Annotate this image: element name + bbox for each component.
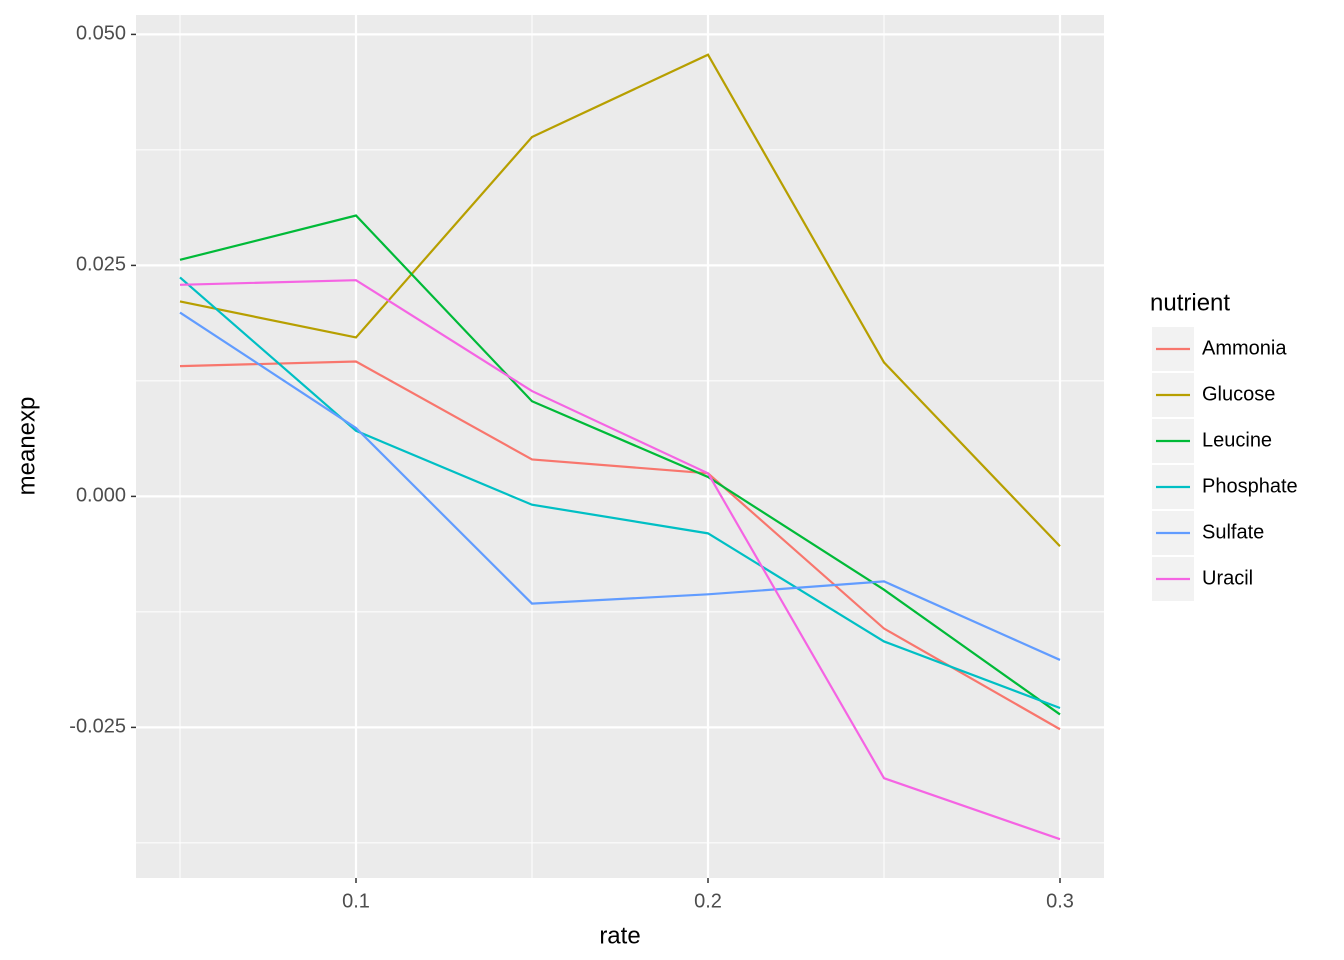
series-line	[179, 311, 1061, 661]
legend-label: Phosphate	[1202, 475, 1298, 497]
legend-label: Ammonia	[1202, 337, 1287, 359]
y-tick-label: 0.050	[76, 23, 126, 45]
grid	[136, 15, 1104, 878]
y-tick-label: 0.025	[76, 254, 126, 276]
legend-label: Uracil	[1202, 567, 1253, 589]
legend-label: Glucose	[1202, 383, 1275, 405]
series-line	[179, 214, 1061, 716]
x-tick-label: 0.2	[694, 890, 722, 912]
panel	[136, 15, 1104, 878]
series-line	[179, 279, 1061, 841]
series-line	[179, 53, 1061, 548]
x-tick-label: 0.1	[342, 890, 370, 912]
x-tick-label: 0.3	[1046, 890, 1074, 912]
plot-lines	[179, 53, 1061, 841]
y-tick-label: 0.000	[76, 485, 126, 507]
y-axis-title: meanexp	[13, 397, 40, 496]
legend-label: Leucine	[1202, 429, 1272, 451]
legend-title: nutrient	[1150, 289, 1230, 316]
legend-label: Sulfate	[1202, 521, 1264, 543]
series-line	[179, 360, 1061, 731]
x-axis-title: rate	[599, 922, 640, 949]
y-tick-label: -0.025	[69, 716, 126, 738]
series-line	[179, 276, 1061, 710]
